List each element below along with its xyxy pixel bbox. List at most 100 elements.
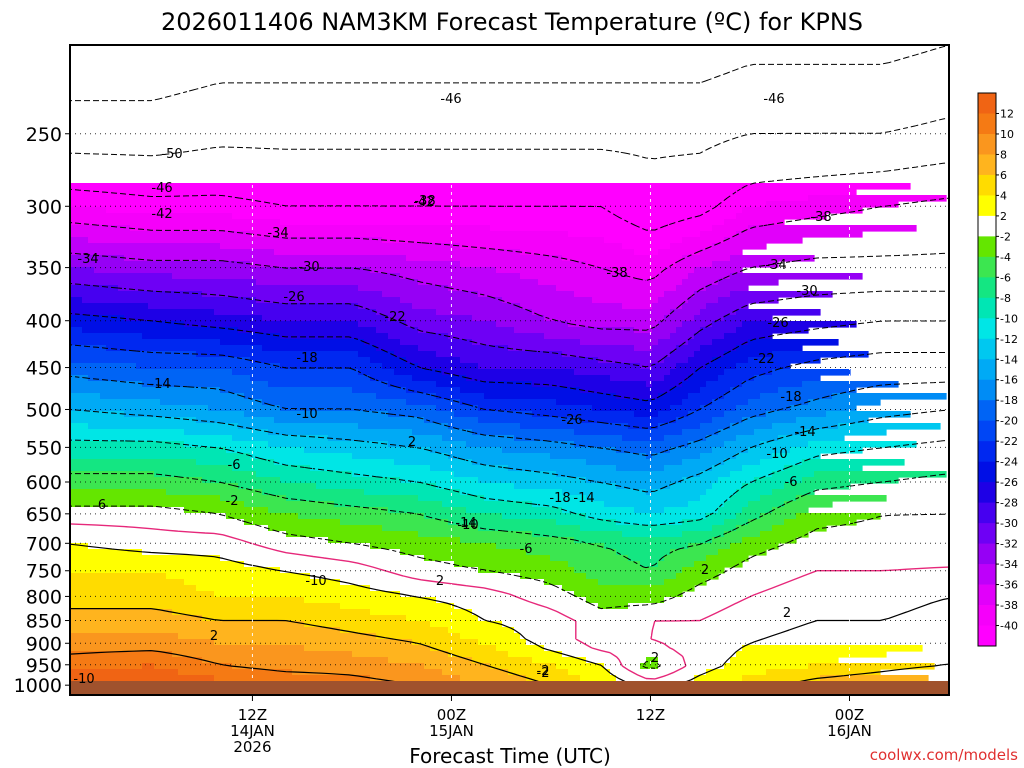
colorbar-band: [978, 400, 996, 422]
field-cell: [358, 303, 413, 310]
field-cell: [70, 669, 179, 676]
field-cell: [718, 507, 743, 514]
field-cell: [790, 405, 857, 412]
field-cell: [340, 627, 449, 634]
field-cell: [664, 435, 707, 442]
field-cell: [406, 387, 461, 394]
field-cell: [70, 189, 857, 196]
colorbar-band: [978, 113, 996, 135]
field-cell: [742, 207, 863, 214]
field-cell: [562, 255, 683, 262]
field-cell: [838, 423, 941, 430]
field-cell: [724, 369, 773, 376]
field-cell: [232, 369, 359, 376]
field-cell: [574, 291, 665, 298]
colorbar-band: [978, 543, 996, 565]
field-cell: [580, 675, 617, 682]
field-cell: [760, 495, 797, 502]
field-cell: [520, 273, 629, 280]
field-cell: [742, 381, 803, 388]
field-cell: [604, 501, 689, 508]
field-cell: [658, 273, 689, 280]
colorbar-label: -10: [1000, 312, 1018, 325]
contour-label: -18: [296, 351, 317, 366]
field-cell: [670, 369, 695, 376]
field-cell: [70, 639, 215, 646]
field-cell: [760, 441, 809, 448]
contour-label: -34: [77, 252, 98, 267]
field-cell: [574, 591, 683, 598]
field-cell: [154, 471, 257, 478]
field-cell: [622, 435, 665, 442]
contour-label: -14: [149, 377, 170, 392]
field-cell: [706, 435, 737, 442]
field-cell: [760, 513, 797, 520]
field-cell: [70, 327, 83, 334]
field-cell: [616, 393, 659, 400]
field-cell: [244, 561, 455, 568]
field-cell: [262, 489, 365, 496]
field-cell: [730, 423, 773, 430]
plot-frame: [69, 44, 950, 696]
contour-label: -2: [226, 494, 239, 509]
field-cell: [706, 285, 749, 292]
field-cell: [736, 435, 779, 442]
field-cell: [244, 411, 389, 418]
field-cell: [700, 423, 731, 430]
field-cell: [148, 303, 359, 310]
field-cell: [556, 285, 677, 292]
field-cell: [658, 411, 689, 418]
field-cell: [700, 309, 737, 316]
field-cell: [436, 381, 533, 388]
field-cell: [658, 339, 689, 346]
field-cell: [580, 525, 713, 532]
field-cell: [214, 675, 371, 682]
field-cell: [238, 483, 317, 490]
field-cell: [652, 363, 677, 370]
colorbar-band: [978, 318, 996, 340]
field-cell: [670, 243, 713, 250]
contour-label: -14: [573, 491, 594, 506]
field-cell: [478, 291, 575, 298]
field-cell: [598, 357, 665, 364]
field-cell: [628, 603, 923, 610]
field-cell: [796, 495, 887, 502]
colorbar-label: -36: [1000, 579, 1018, 592]
x-tick-label: 12Z: [636, 706, 665, 724]
field-cell: [574, 369, 671, 376]
field-cell: [562, 507, 635, 514]
field-cell: [670, 447, 713, 454]
field-cell: [340, 519, 449, 526]
colorbar-label: -16: [1000, 374, 1018, 387]
x-tick-label: 12Z: [238, 706, 267, 724]
colorbar-label: -26: [1000, 476, 1018, 489]
field-cell: [520, 633, 773, 640]
colorbar-label: -24: [1000, 456, 1018, 469]
contour-label: -34: [765, 258, 786, 273]
field-cell: [442, 369, 575, 376]
field-cell: [88, 543, 371, 550]
colorbar-band: [978, 625, 996, 647]
field-cell: [532, 531, 623, 538]
field-cell: [370, 375, 413, 382]
field-cell: [370, 357, 407, 364]
field-cell: [586, 459, 683, 466]
colorbar-label: -4: [1000, 251, 1011, 264]
field-cell: [70, 213, 233, 220]
field-cell: [70, 411, 125, 418]
field-cell: [250, 375, 371, 382]
field-cell: [376, 345, 419, 352]
field-cell: [196, 459, 275, 466]
field-cell: [436, 597, 587, 604]
field-cell: [178, 633, 377, 640]
field-cell: [70, 621, 305, 628]
field-cell: [616, 447, 671, 454]
field-cell: [406, 399, 461, 406]
isotherm-line: [70, 45, 949, 102]
contour-label: -30: [298, 260, 319, 275]
field-cell: [304, 621, 431, 628]
field-cell: [664, 315, 695, 322]
field-cell: [514, 483, 617, 490]
field-cell: [736, 345, 803, 352]
